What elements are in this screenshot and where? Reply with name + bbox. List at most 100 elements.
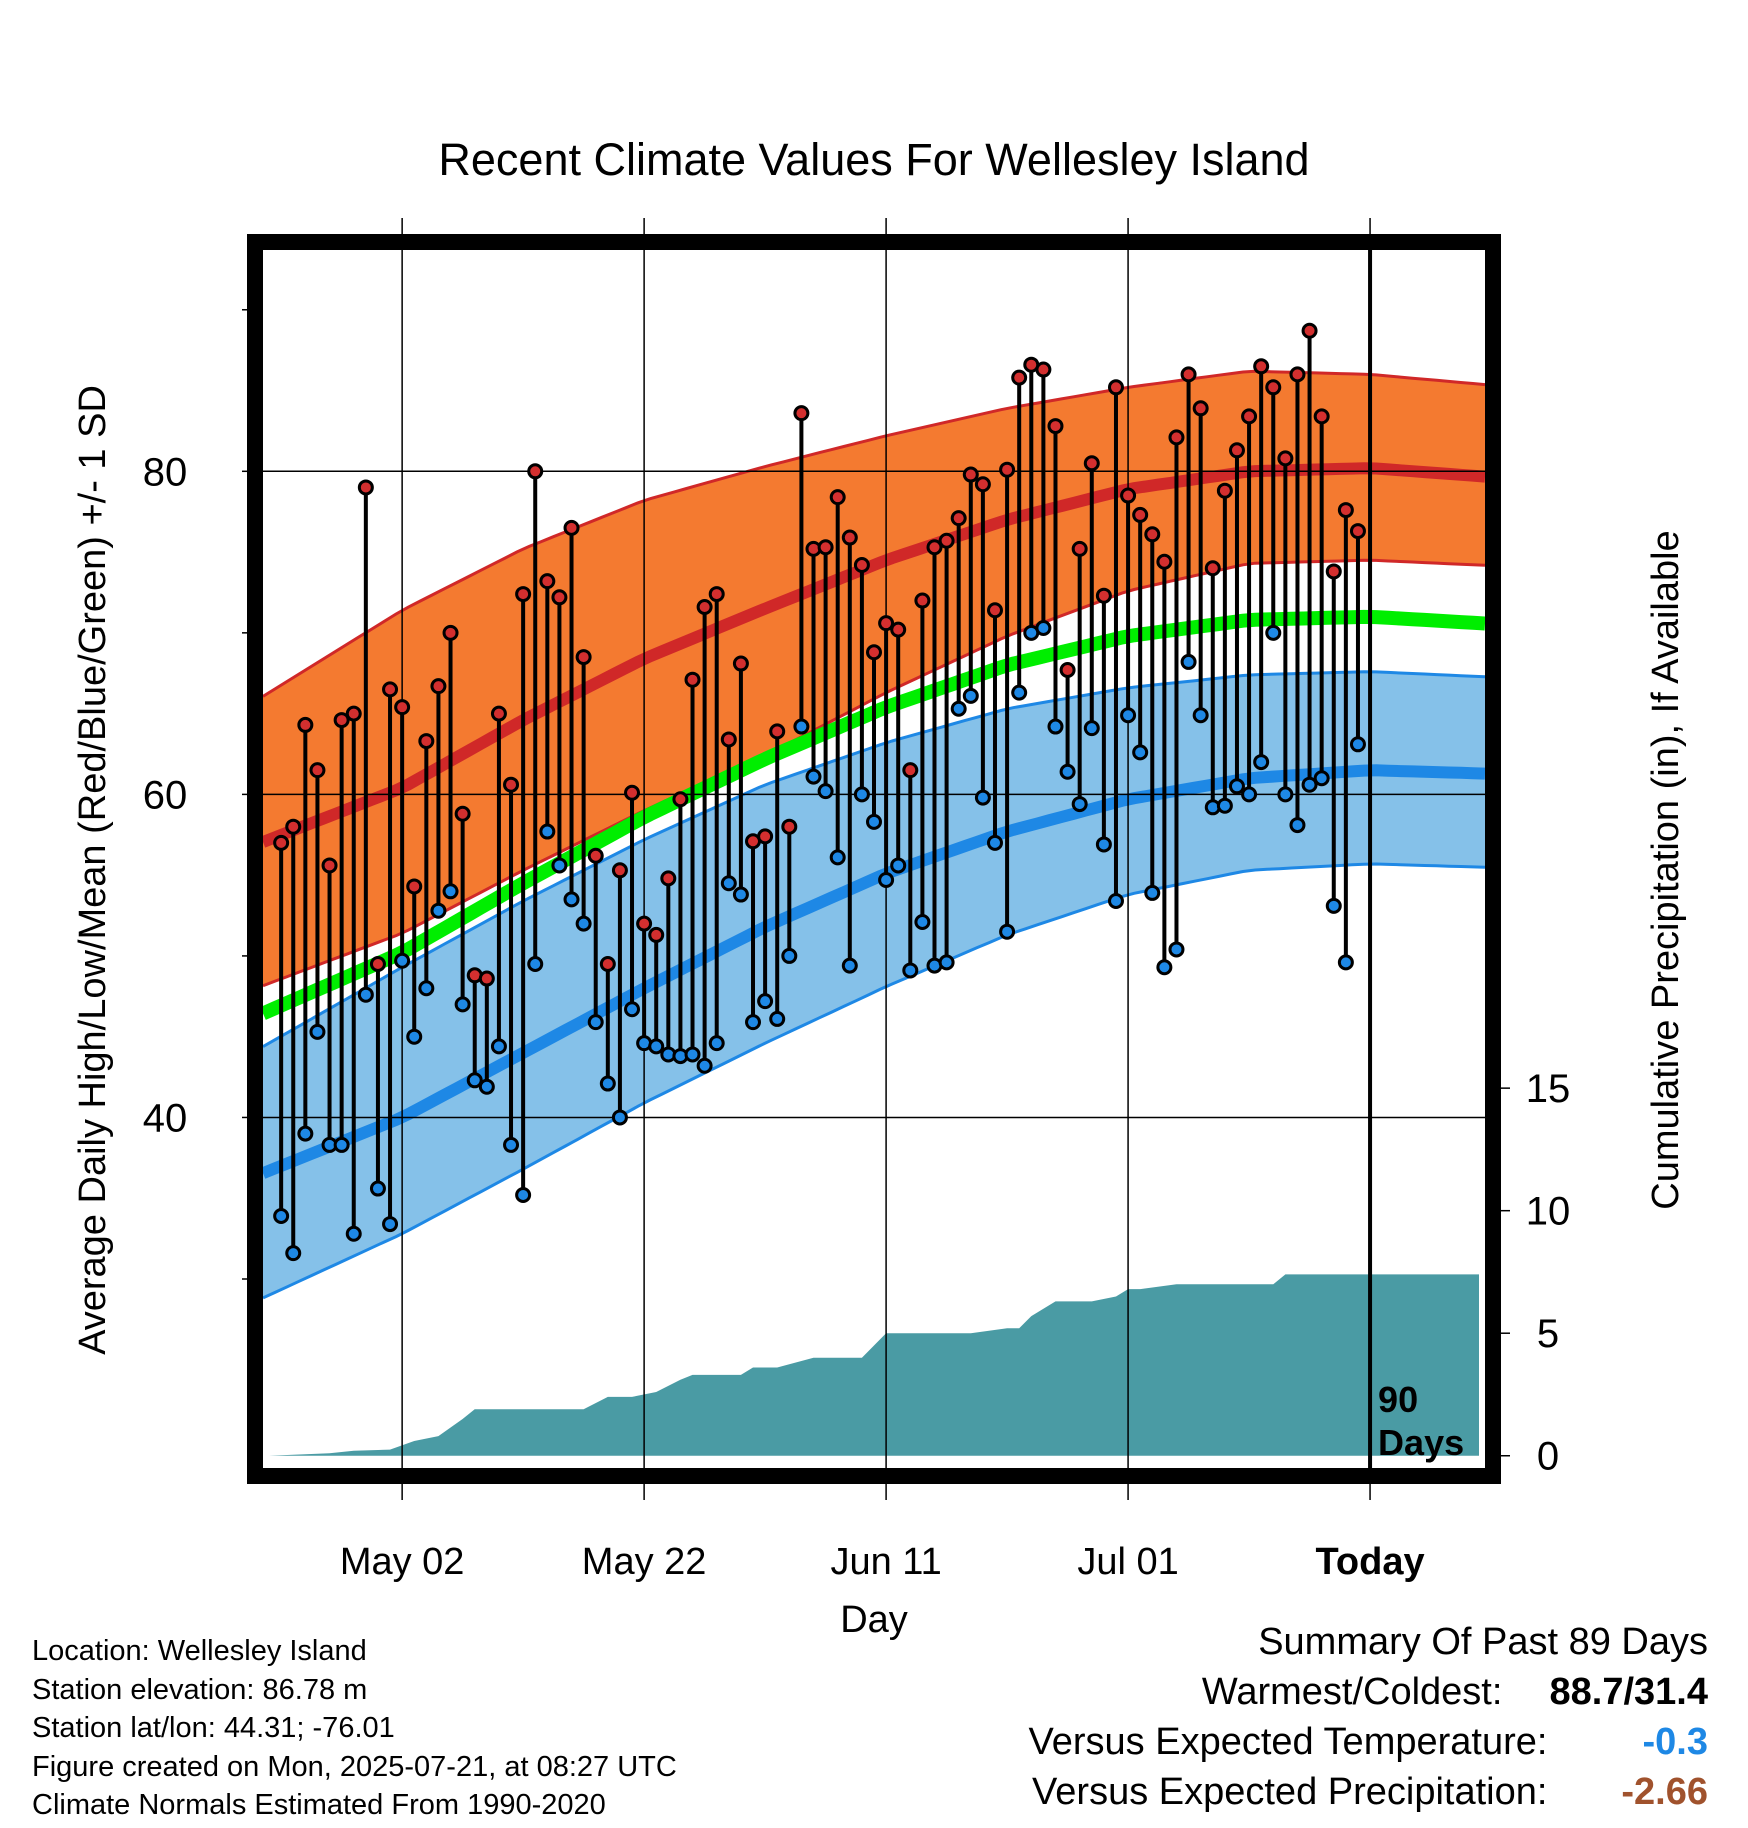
- daily-high-point: [986, 602, 1003, 619]
- daily-low-point: [757, 993, 774, 1010]
- daily-low-point: [950, 700, 967, 717]
- location-text: Location: Wellesley Island: [32, 1635, 367, 1667]
- daily-high-point: [539, 573, 556, 590]
- daily-low-point: [1180, 653, 1197, 670]
- high-normal-line: [263, 462, 1485, 848]
- daily-low-point: [1325, 897, 1342, 914]
- daily-high-point: [285, 818, 302, 835]
- daily-high-point: [1349, 523, 1366, 540]
- daily-low-point: [382, 1216, 399, 1233]
- summary-title: Summary Of Past 89 Days: [1258, 1621, 1708, 1663]
- y-axis-right-label: Cumulative Precipitation (in), If Availa…: [1645, 530, 1687, 1209]
- summary-precip: Versus Expected Precipitation: -2.66: [1029, 1767, 1708, 1817]
- daily-low-point: [587, 1014, 604, 1031]
- daily-high-point: [321, 857, 338, 874]
- daily-low-point: [1289, 817, 1306, 834]
- daily-low-point: [563, 891, 580, 908]
- daily-high-point: [672, 791, 689, 808]
- daily-low-point: [1337, 954, 1354, 971]
- daily-low-point: [285, 1245, 302, 1262]
- latlon-text: Station lat/lon: 44.31; -76.01: [32, 1712, 395, 1744]
- daily-low-point: [732, 886, 749, 903]
- daily-low-point: [817, 783, 834, 800]
- daily-high-point: [781, 818, 798, 835]
- daily-low-point: [999, 923, 1016, 940]
- y-right-tick-label: 10: [1526, 1190, 1571, 1234]
- x-tick-label: May 22: [582, 1541, 707, 1583]
- daily-high-point: [660, 870, 677, 887]
- daily-low-point: [841, 957, 858, 974]
- daily-high-point: [1325, 563, 1342, 580]
- daily-high-point: [430, 678, 447, 695]
- daily-low-point: [853, 786, 870, 803]
- daily-low-point: [1253, 754, 1270, 771]
- annotation-line-1: 90: [1378, 1379, 1418, 1420]
- daily-high-point: [890, 621, 907, 638]
- daily-low-point: [1265, 624, 1282, 641]
- daily-low-point: [914, 914, 931, 930]
- daily-high-point: [1035, 361, 1052, 378]
- daily-high-point: [696, 599, 713, 615]
- daily-high-point: [1095, 587, 1112, 604]
- daily-low-point: [297, 1125, 314, 1142]
- daily-low-point: [866, 813, 882, 830]
- precip-area: [269, 1274, 1479, 1456]
- daily-low-point: [1156, 959, 1173, 976]
- daily-low-point: [345, 1225, 362, 1242]
- daily-low-point: [611, 1109, 628, 1126]
- daily-high-point: [974, 476, 991, 493]
- y-left-tick-label: 60: [143, 773, 188, 817]
- daily-high-point: [1253, 358, 1270, 375]
- daily-high-point: [418, 733, 435, 750]
- daily-high-point: [515, 586, 532, 603]
- daily-low-point: [527, 956, 544, 972]
- daily-low-point: [793, 718, 810, 735]
- daily-high-point: [345, 705, 362, 722]
- daily-high-point: [394, 699, 411, 716]
- daily-low-point: [1301, 776, 1318, 793]
- daily-low-point: [696, 1057, 713, 1074]
- daily-high-point: [1120, 487, 1137, 504]
- x-tick-label: Today: [1316, 1541, 1425, 1583]
- daily-high-point: [563, 519, 580, 536]
- precip-label: Versus Expected Precipitation:: [1032, 1771, 1548, 1813]
- daily-high-point: [369, 956, 386, 972]
- normals-text: Climate Normals Estimated From 1990-2020: [32, 1789, 606, 1821]
- daily-low-point: [684, 1046, 701, 1063]
- daily-high-point: [1180, 366, 1197, 383]
- daily-high-point: [793, 405, 810, 422]
- daily-low-point: [1120, 707, 1137, 724]
- daily-low-point: [720, 875, 737, 892]
- daily-high-point: [624, 784, 641, 801]
- daily-low-point: [430, 902, 447, 919]
- chart-title: Recent Climate Values For Wellesley Isla…: [438, 134, 1309, 185]
- daily-low-point: [1035, 620, 1052, 636]
- created-text: Figure created on Mon, 2025-07-21, at 08…: [32, 1750, 677, 1783]
- daily-high-point: [1156, 553, 1173, 570]
- daily-low-point: [599, 1075, 616, 1092]
- daily-high-point: [720, 731, 737, 748]
- daily-low-point: [1083, 720, 1100, 737]
- daily-high-point: [297, 716, 314, 733]
- daily-low-point: [394, 952, 411, 969]
- daily-low-point: [624, 1001, 641, 1018]
- low-normal-band: [263, 671, 1485, 1298]
- plot-frame: [247, 234, 1501, 1484]
- y-left-tick-label: 80: [143, 450, 188, 494]
- daily-low-point: [1011, 684, 1028, 701]
- daily-low-point: [357, 986, 374, 1003]
- daily-high-point: [1265, 379, 1282, 396]
- daily-low-point: [273, 1208, 290, 1224]
- daily-low-point: [1216, 797, 1233, 814]
- daily-low-point: [515, 1187, 532, 1203]
- daily-high-point: [454, 805, 471, 822]
- daily-high-point: [442, 624, 459, 641]
- daily-high-point: [732, 655, 749, 672]
- daily-low-point: [1071, 796, 1088, 813]
- daily-high-point: [1168, 429, 1185, 446]
- daily-high-point: [1011, 369, 1028, 386]
- daily-low-point: [551, 857, 568, 874]
- station-info: Location: Wellesley Island Station eleva…: [32, 1632, 677, 1825]
- daily-high-point: [866, 644, 882, 661]
- daily-low-point: [986, 834, 1003, 851]
